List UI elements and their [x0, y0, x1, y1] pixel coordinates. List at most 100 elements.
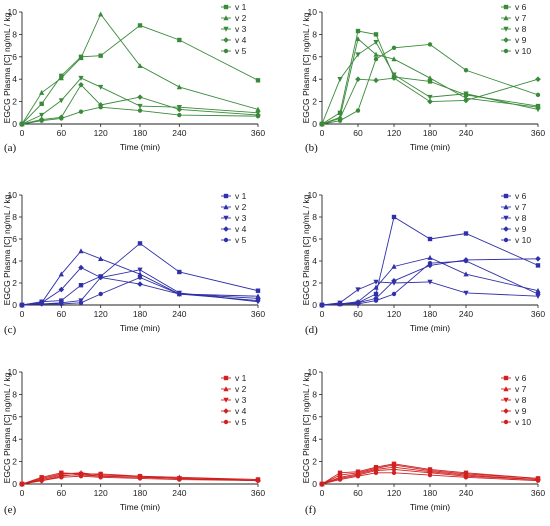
- legend-label: v 1: [235, 191, 247, 201]
- data-point: [355, 108, 361, 113]
- legend-marker: [223, 48, 229, 54]
- data-point: [355, 301, 361, 307]
- data-point: [255, 478, 261, 483]
- y-tick-label: 2: [312, 97, 317, 107]
- legend-label: v 4: [235, 406, 247, 416]
- data-point: [78, 82, 84, 88]
- legend-label: v 8: [515, 24, 527, 34]
- legend-marker: [503, 37, 509, 43]
- series-v4: v 4: [19, 35, 261, 127]
- legend-marker: [503, 4, 509, 10]
- series-line: [321, 463, 539, 485]
- x-tick-label: 180: [423, 488, 437, 498]
- data-point: [373, 298, 379, 303]
- legend-label: v 8: [515, 395, 527, 405]
- data-point: [177, 37, 182, 43]
- legend-label: v 10: [515, 235, 531, 245]
- data-point: [535, 263, 541, 268]
- y-tick-label: 4: [12, 74, 17, 84]
- data-point: [255, 78, 261, 83]
- y-tick-label: 0: [312, 479, 317, 489]
- data-point: [427, 254, 433, 260]
- data-point: [535, 107, 541, 113]
- data-point: [58, 271, 64, 277]
- legend-label: v 1: [235, 373, 247, 383]
- x-tick-label: 240: [459, 309, 473, 319]
- series-line: [321, 281, 539, 306]
- y-tick-label: 8: [12, 29, 17, 39]
- legend-marker: [503, 397, 509, 403]
- x-tick-label: 0: [320, 488, 325, 498]
- y-tick-label: 4: [12, 256, 17, 266]
- data-point: [535, 478, 541, 483]
- legend-label: v 10: [515, 46, 531, 56]
- data-point: [137, 281, 143, 287]
- data-point: [58, 75, 64, 81]
- data-point: [463, 91, 469, 97]
- x-tick-label: 60: [57, 488, 67, 498]
- series-line: [321, 30, 539, 125]
- data-point: [373, 77, 379, 84]
- x-tick-label: 60: [353, 128, 363, 138]
- data-point: [463, 68, 469, 73]
- series-line: [321, 466, 539, 485]
- legend-marker: [223, 15, 229, 21]
- y-tick-label: 10: [8, 7, 18, 17]
- y-axis-label: EGCG Plasma [C] ng/mL / kg: [301, 194, 311, 305]
- x-tick-label: 120: [94, 309, 108, 319]
- y-tick-label: 8: [12, 389, 17, 399]
- legend-marker: [503, 26, 509, 32]
- series-line: [21, 13, 259, 125]
- x-axis-label: Time (min): [120, 142, 160, 152]
- y-tick-label: 10: [308, 367, 318, 377]
- y-tick-label: 0: [12, 300, 17, 310]
- data-point: [391, 214, 397, 220]
- series-line: [21, 106, 259, 125]
- x-tick-label: 0: [20, 488, 25, 498]
- legend-marker: [223, 204, 229, 210]
- series-line: [321, 77, 539, 125]
- data-point: [59, 298, 64, 303]
- legend-label: v 7: [515, 13, 527, 23]
- data-point: [463, 258, 469, 264]
- legend-label: v 9: [515, 224, 527, 234]
- legend-marker: [223, 226, 229, 232]
- data-point: [427, 279, 433, 285]
- data-point: [39, 112, 45, 118]
- legend-marker: [223, 215, 229, 221]
- data-point: [427, 79, 433, 84]
- series-line: [321, 464, 539, 485]
- data-point: [337, 477, 343, 482]
- legend-marker: [503, 15, 509, 21]
- x-tick-label: 240: [459, 488, 473, 498]
- data-point: [58, 286, 65, 293]
- data-point: [373, 56, 379, 62]
- x-tick-label: 0: [20, 128, 25, 138]
- data-point: [78, 473, 84, 479]
- y-tick-label: 6: [12, 234, 17, 244]
- data-point: [535, 76, 541, 82]
- data-point: [39, 89, 45, 95]
- x-tick-label: 180: [133, 488, 147, 498]
- data-point: [391, 263, 397, 269]
- data-point: [391, 45, 397, 51]
- data-point: [319, 121, 325, 127]
- legend-marker: [223, 375, 229, 381]
- data-point: [177, 291, 182, 297]
- legend-label: v 5: [235, 417, 247, 427]
- data-point: [373, 32, 379, 37]
- data-point: [59, 116, 64, 121]
- x-axis-label: Time (min): [410, 502, 450, 512]
- data-point: [78, 248, 84, 254]
- series-line: [321, 41, 539, 125]
- y-tick-label: 2: [312, 457, 317, 467]
- panel-f: 0 2 4 6 8 10 0 60 120 180 240 360 Time (min) EGCG Pla…: [301, 367, 545, 516]
- legend-marker: [223, 4, 229, 10]
- legend-label: v 8: [515, 213, 527, 223]
- data-point: [78, 283, 84, 288]
- data-point: [255, 288, 261, 293]
- data-point: [373, 40, 379, 46]
- y-tick-label: 0: [312, 119, 317, 129]
- y-tick-label: 2: [12, 278, 17, 288]
